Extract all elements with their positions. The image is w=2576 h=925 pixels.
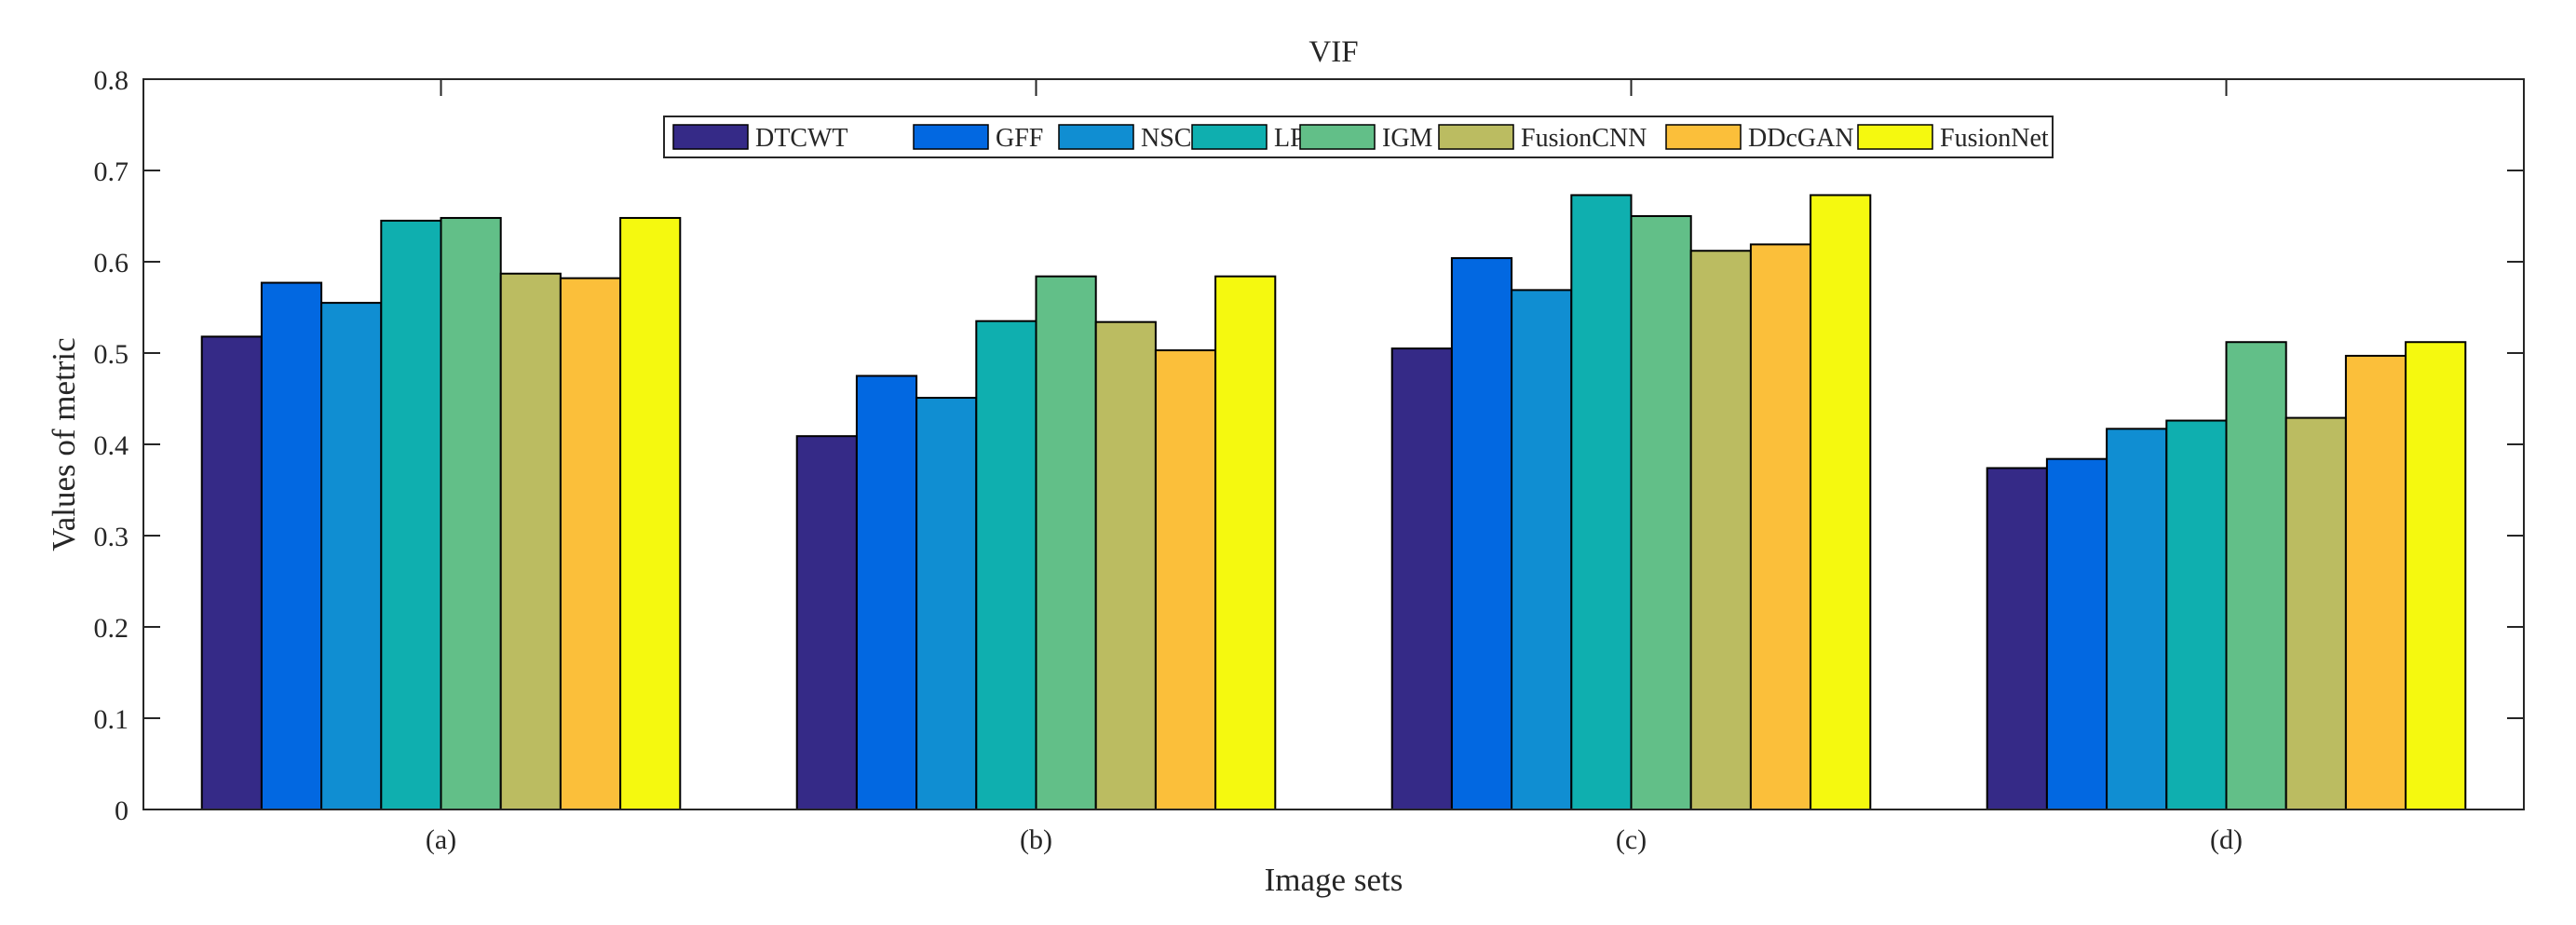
bar-igm-1 [1035,275,1097,810]
legend-swatch-ddcgan [1665,124,1742,150]
legend-swatch-lpsr [1191,124,1268,150]
legend-label-gff: GFF [996,124,1043,153]
x-tick-label: (a) [426,824,456,855]
y-axis-label: Values of metric [46,337,82,551]
bar-dtcwt-2 [1390,347,1453,810]
bar-ddcgan-1 [1154,349,1217,810]
bar-nsct-3 [2106,428,2168,810]
bar-dtcwt-3 [1986,467,2048,810]
bar-fusionnet-0 [619,216,682,810]
bar-fusioncnn-3 [2285,416,2347,810]
bars-layer [200,194,2467,811]
legend-swatch-igm [1299,124,1376,150]
bar-lpsr-0 [380,219,442,810]
bar-fusioncnn-1 [1094,320,1157,810]
y-tick-label: 0.8 [94,65,129,96]
plot-frame [142,78,2525,810]
bar-ddcgan-0 [559,277,622,810]
legend-swatch-nsct [1058,124,1134,150]
x-tick-label: (b) [1020,824,1052,855]
bar-dtcwt-1 [795,435,858,810]
y-tick-label: 0.1 [94,704,129,735]
chart-title: VIF [1308,35,1358,69]
bar-fusionnet-2 [1810,194,1872,810]
bar-dtcwt-0 [200,335,263,810]
bar-igm-2 [1630,215,1692,810]
legend-swatch-fusionnet [1857,124,1933,150]
legend: DTCWTGFFNSCTLPSRIGMFusionCNNDDcGANFusion… [663,116,2054,158]
legend-swatch-fusioncnn [1438,124,1514,150]
legend-swatch-gff [913,124,989,150]
bar-lpsr-3 [2165,419,2228,810]
bar-gff-1 [855,374,918,810]
bar-gff-0 [260,281,323,811]
bar-fusioncnn-2 [1689,250,1752,810]
bar-fusioncnn-0 [499,272,562,810]
y-tick-label: 0.7 [94,156,129,187]
y-tick-label: 0 [115,796,129,826]
bar-igm-0 [440,216,502,810]
x-tick-label: (d) [2210,824,2243,855]
y-tick-label: 0.5 [94,339,129,370]
y-tick-label: 0.6 [94,248,129,279]
y-tick-label: 0.4 [94,430,129,461]
bar-fusionnet-3 [2405,341,2467,810]
y-tick-label: 0.3 [94,522,129,552]
x-axis-label: Image sets [1265,862,1403,898]
bar-nsct-2 [1511,289,1573,810]
bar-gff-3 [2045,457,2108,810]
bar-ddcgan-2 [1749,243,1812,810]
legend-label-ddcgan: DDcGAN [1748,124,1854,153]
bar-lpsr-2 [1570,194,1633,810]
bar-gff-2 [1450,257,1513,810]
bar-fusionnet-1 [1214,275,1277,810]
x-tick-label: (c) [1616,824,1647,855]
legend-label-fusionnet: FusionNet [1940,124,2049,153]
axes-layer: 0 0.1 0.2 0.3 0.4 0.5 0.6 0.7 0.8 (a) (b) (c) (d) [94,65,2524,855]
bar-igm-3 [2225,341,2287,810]
bar-nsct-0 [320,302,383,811]
legend-swatch-dtcwt [672,124,749,150]
y-tick-label: 0.2 [94,613,129,644]
legend-label-fusioncnn: FusionCNN [1521,124,1647,153]
bar-lpsr-1 [975,320,1037,810]
legend-label-dtcwt: DTCWT [755,124,848,153]
legend-label-igm: IGM [1382,124,1433,153]
bar-ddcgan-3 [2344,354,2407,810]
bar-nsct-1 [915,397,978,810]
